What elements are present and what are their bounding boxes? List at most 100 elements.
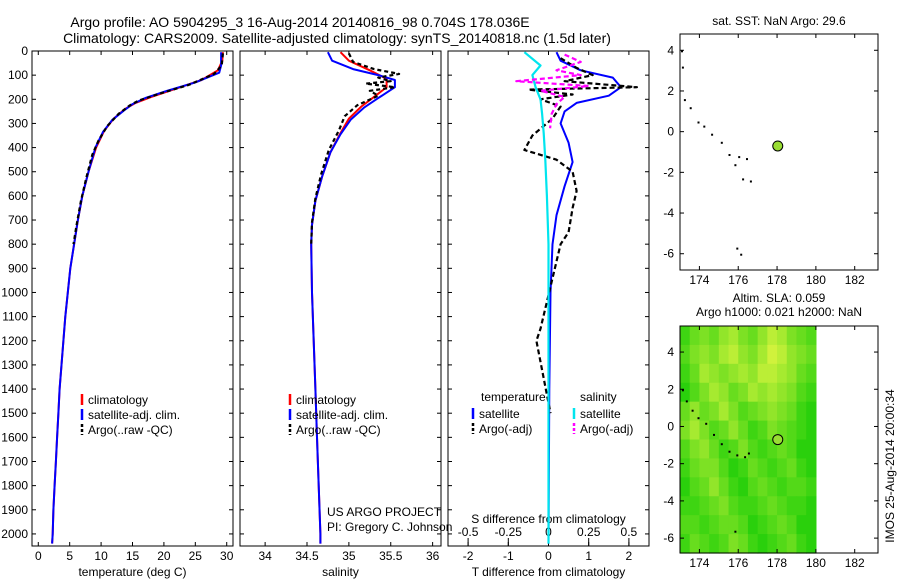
sla-map-cell [718,363,730,384]
sla-map-cell [680,477,691,497]
sla-map-cell [689,363,701,384]
sst-map-coast-mark [734,164,737,167]
temperature-series-satellite [51,52,223,544]
sla-map-cell [680,420,691,441]
sla-map-coast-mark [728,450,731,453]
sla-map-cell [689,515,701,535]
difference-x2tick-label: 0.25 [577,525,601,539]
sla-map-cell [718,401,730,422]
temperature-xtick-label: 30 [220,549,234,563]
sst-map-ytick-label: -4 [663,206,674,220]
difference-series-t-argo [523,57,638,414]
sla-map-cell [777,363,788,384]
sla-map-ytick-label: -4 [663,494,674,508]
salinity-xtick-label: 36 [426,549,440,563]
sla-map-cell [718,458,730,478]
sla-map-coast-mark [713,433,715,436]
sla-map-xtick-label: 178 [767,556,787,570]
sla-map-cell [747,382,759,403]
temperature-ytick-label: 400 [8,141,28,155]
salinity-legend-climatology-label: climatology [296,393,356,407]
sla-map-cell [747,477,759,497]
sla-map-cell [718,344,730,365]
temperature-ytick-label: 1200 [1,334,28,348]
sla-map-cell [806,458,817,478]
sla-map-cell [699,401,710,422]
sla-map-cell [738,496,749,516]
sla-map-cell [680,439,691,460]
sla-map-cell [777,326,788,346]
temperature-ytick-label: 1600 [1,430,28,444]
difference-legend-s-argo-label: Argo(-adj) [580,422,633,436]
sla-map-cell [728,420,739,441]
sla-map-xtick-label: 174 [689,556,709,570]
sla-map-cell [767,439,778,460]
sla-map-coast-mark [705,422,708,425]
temperature-xlabel: temperature (deg C) [78,565,186,579]
sst-map-coast-mark [697,121,700,124]
sst-map-coast-mark [689,107,692,110]
temperature-ytick-label: 1900 [1,503,28,517]
sla-map-cell [747,515,759,535]
sla-map-cell [747,344,759,365]
sla-map-cell [757,477,768,497]
salinity-series-argo [310,52,401,245]
sla-map-cell [777,496,788,516]
sst-map-coast-mark [683,99,686,102]
difference-series-t-satellite [547,51,622,544]
header-line2: Climatology: CARS2009. Satellite-adjuste… [63,30,611,46]
sla-map-coast-mark [736,454,739,457]
sst-map-xtick-label: 182 [845,273,865,287]
sla-map-ytick-label: -6 [663,531,674,545]
temperature-ytick-label: 700 [8,213,28,227]
sla-map-cell [806,363,817,384]
sla-map-cell [728,344,739,365]
sla-map-cell [709,496,720,516]
sla-map-cell [680,515,691,535]
salinity-xtick-label: 34.5 [295,549,319,563]
sst-map-xtick-label: 176 [728,273,748,287]
sla-map-cell [796,496,807,516]
salinity-xlabel: salinity [322,565,359,579]
salinity-series-satellite [310,51,396,544]
sst-map-coast-mark [746,158,748,161]
sla-map-cell [728,326,739,346]
temperature-xtick-label: 0 [35,549,42,563]
sla-map-title-2: Argo h1000: 0.021 h2000: NaN [696,305,862,319]
sla-map-cell [806,344,817,365]
sla-map-cell [767,458,778,478]
temperature-ytick-label: 1000 [1,285,28,299]
sla-map-cell [718,515,730,535]
sst-map-xtick-label: 180 [806,273,826,287]
temperature-ytick-label: 200 [8,92,28,106]
sla-map-cell [786,477,798,497]
sla-map-cell [806,420,817,441]
sla-map-cell [757,363,768,384]
sla-map-cell [786,363,798,384]
sla-map-cell [718,496,730,516]
difference-series-s-satellite [523,51,550,544]
credit-project: US ARGO PROJECT [327,505,442,519]
difference-xtick-label: 2 [626,549,633,563]
credit-imos: IMOS 25-Aug-2014 20:00:34 [883,389,897,543]
sla-map-cell [747,458,759,478]
sst-map-ytick-label: -6 [663,247,674,261]
sla-map-cell [796,439,807,460]
sla-map-xtick-label: 176 [728,556,748,570]
sla-map-cell [689,458,701,478]
temperature-ytick-label: 1300 [1,358,28,372]
sla-map-cell [757,420,768,441]
sla-map-cell [709,439,720,460]
sst-map-coast-mark [711,133,714,136]
sla-map-cell [709,458,720,478]
sla-map-cell [699,420,710,441]
sla-map-coast-mark [691,409,694,412]
sla-map-cell [757,534,768,554]
sla-map-cell [680,382,691,403]
temperature-ytick-label: 1800 [1,479,28,493]
sla-map-cell [718,439,730,460]
sla-map-xtick-label: 182 [845,556,865,570]
sla-map-ytick-label: -2 [663,457,674,471]
sst-map-coast-mark [681,50,683,53]
